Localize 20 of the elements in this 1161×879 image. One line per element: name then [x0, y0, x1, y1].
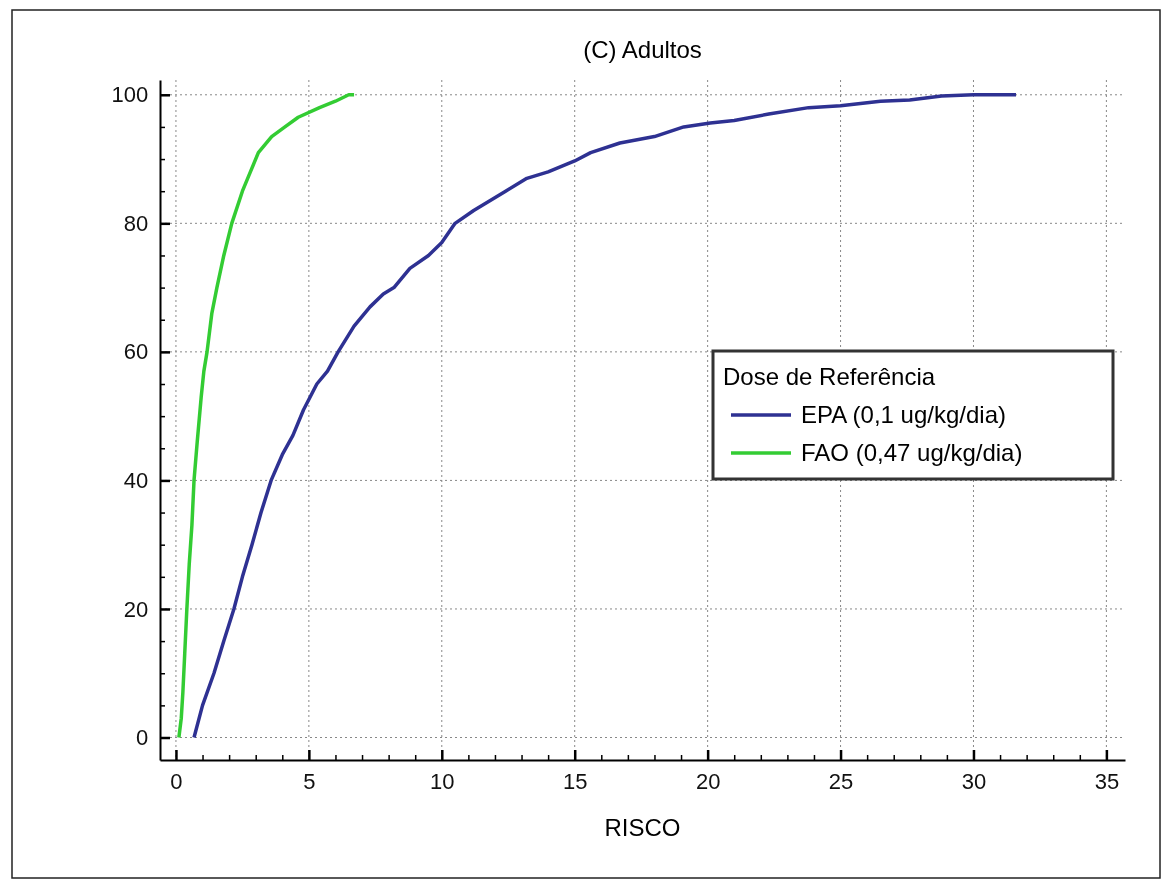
x-tick-label: 15 [562, 769, 588, 795]
line-series [177, 93, 356, 740]
x-tick-label: 10 [430, 769, 455, 795]
y-tick-label: 0 [135, 725, 149, 751]
y-tick-label: 40 [123, 467, 149, 493]
y-tick-label: 80 [123, 210, 149, 236]
legend-label: FAO (0,47 ug/kg/dia) [801, 439, 1023, 466]
x-tick-label: 30 [961, 769, 987, 795]
x-tick-label: 0 [170, 769, 183, 795]
chart-title: (C) Adultos [583, 36, 702, 63]
y-tick-label: 20 [123, 596, 149, 622]
x-tick-label: 5 [303, 769, 316, 795]
x-axis-title: RISCO [604, 814, 681, 841]
x-tick-label: 35 [1094, 769, 1120, 795]
y-tick-label: 60 [123, 339, 149, 365]
y-tick-label: 100 [111, 82, 149, 108]
legend-title: Dose de Referência [723, 363, 936, 390]
x-tick-label: 25 [828, 769, 854, 795]
legend-label: EPA (0,1 ug/kg/dia) [801, 401, 1007, 428]
x-tick-label: 20 [695, 769, 721, 795]
